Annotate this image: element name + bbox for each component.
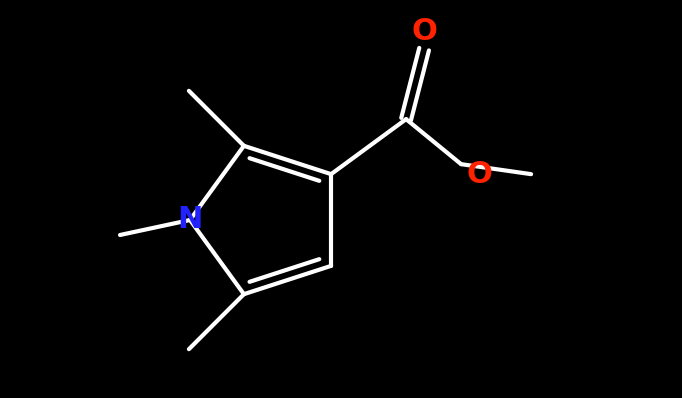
Text: O: O [466,160,492,189]
Text: N: N [177,205,203,234]
Text: O: O [411,17,437,46]
